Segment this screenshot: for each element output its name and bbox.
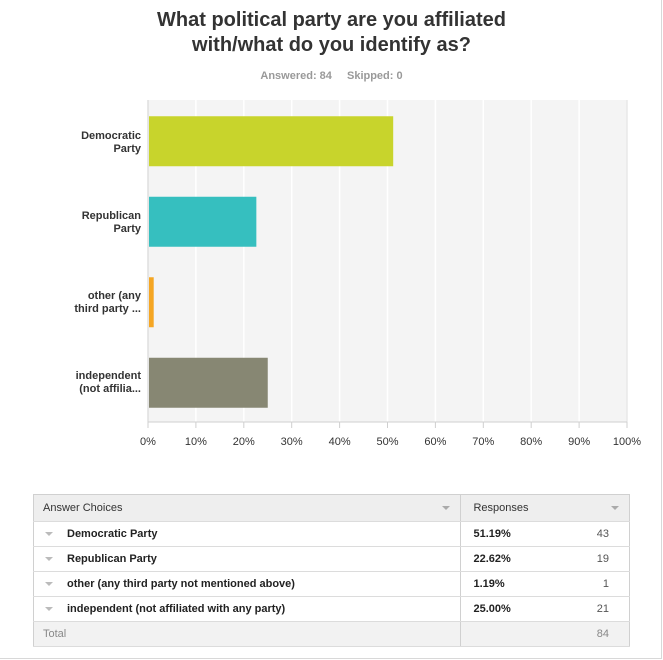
count-cell: 19 — [542, 546, 631, 572]
choice-cell: independent (not affiliated with any par… — [32, 596, 461, 622]
x-tick-label: 90% — [568, 436, 590, 448]
count-cell: 43 — [542, 521, 631, 547]
sort-caret-icon[interactable] — [611, 506, 619, 510]
responses-header[interactable]: Responses — [460, 494, 630, 522]
table-total-row: Total 84 — [32, 621, 631, 647]
x-tick-label: 50% — [376, 436, 398, 448]
skipped-count: Skipped: 0 — [346, 70, 403, 82]
x-tick-label: 30% — [281, 436, 303, 448]
category-label-line: Party — [113, 143, 141, 155]
expand-caret-icon[interactable] — [45, 607, 53, 612]
x-tick-label: 40% — [329, 436, 351, 448]
answer-choices-header-label: Answer Choices — [43, 502, 123, 514]
expand-caret-icon[interactable] — [45, 557, 53, 562]
category-label-other: other (any third party ... — [30, 290, 141, 316]
percent-cell: 51.19% — [460, 521, 543, 547]
total-percent-cell — [460, 621, 543, 647]
percent-cell: 22.62% — [460, 546, 543, 572]
x-tick-label: 20% — [233, 436, 255, 448]
answer-choices-header[interactable]: Answer Choices — [32, 494, 461, 522]
answer-table: Answer Choices Responses Democratic Part… — [32, 494, 631, 647]
expand-caret-icon[interactable] — [45, 582, 53, 587]
choice-cell: Republican Party — [32, 546, 461, 572]
x-tick-label: 100% — [613, 436, 641, 448]
x-tick-label: 60% — [424, 436, 446, 448]
chart-title: What political party are you affiliated … — [0, 8, 663, 58]
choice-label: Democratic Party — [67, 528, 158, 540]
category-label-line: other (any — [87, 290, 141, 302]
table-row[interactable]: other (any third party not mentioned abo… — [32, 571, 631, 597]
choice-label: Republican Party — [67, 553, 157, 565]
category-label-line: third party ... — [74, 303, 141, 315]
category-label-republican: Republican Party — [30, 210, 141, 236]
x-tick-label: 10% — [185, 436, 207, 448]
percent-cell: 25.00% — [460, 596, 543, 622]
choice-label: other (any third party not mentioned abo… — [67, 578, 295, 590]
response-stats: Answered: 84 Skipped: 0 — [0, 70, 663, 82]
answered-count: Answered: 84 — [260, 70, 332, 82]
bar-3 — [149, 357, 268, 408]
sort-caret-icon[interactable] — [442, 506, 451, 510]
category-label-line: Party — [113, 223, 141, 235]
bar-chart: 0% 10% 20% 30% 40% 50% 60% 70% 80% 90% 100% — [140, 100, 641, 448]
category-label-line: Democratic — [81, 130, 141, 142]
x-tick-label: 70% — [472, 436, 494, 448]
expand-caret-icon[interactable] — [45, 532, 53, 537]
table-header-row: Answer Choices Responses — [32, 494, 630, 522]
choice-cell: other (any third party not mentioned abo… — [32, 571, 461, 597]
x-tick-label: 80% — [520, 436, 542, 448]
table-row[interactable]: Republican Party 22.62% 19 — [32, 546, 631, 572]
table-row[interactable]: independent (not affiliated with any par… — [32, 596, 631, 622]
table-row[interactable]: Democratic Party 51.19% 43 — [32, 521, 631, 547]
choice-label: independent (not affiliated with any par… — [67, 603, 286, 615]
category-label-independent: independent (not affilia... — [30, 370, 141, 396]
category-label-democratic: Democratic Party — [30, 130, 141, 156]
bar-1 — [149, 196, 257, 247]
x-tick-label: 0% — [140, 436, 156, 448]
percent-cell: 1.19% — [460, 571, 543, 597]
category-label-line: Republican — [81, 210, 141, 222]
responses-header-label: Responses — [473, 502, 529, 514]
total-count: 84 — [542, 621, 631, 647]
bar-0 — [149, 116, 394, 167]
count-cell: 1 — [542, 571, 631, 597]
category-label-line: independent — [75, 370, 141, 382]
bar-2 — [149, 277, 154, 328]
total-label: Total — [32, 621, 461, 647]
choice-cell: Democratic Party — [32, 521, 461, 547]
chart-title-line-1: What political party are you affiliated — [157, 9, 506, 31]
count-cell: 21 — [542, 596, 631, 622]
category-label-line: (not affilia... — [79, 383, 141, 395]
chart-title-line-2: with/what do you identify as? — [192, 34, 471, 56]
